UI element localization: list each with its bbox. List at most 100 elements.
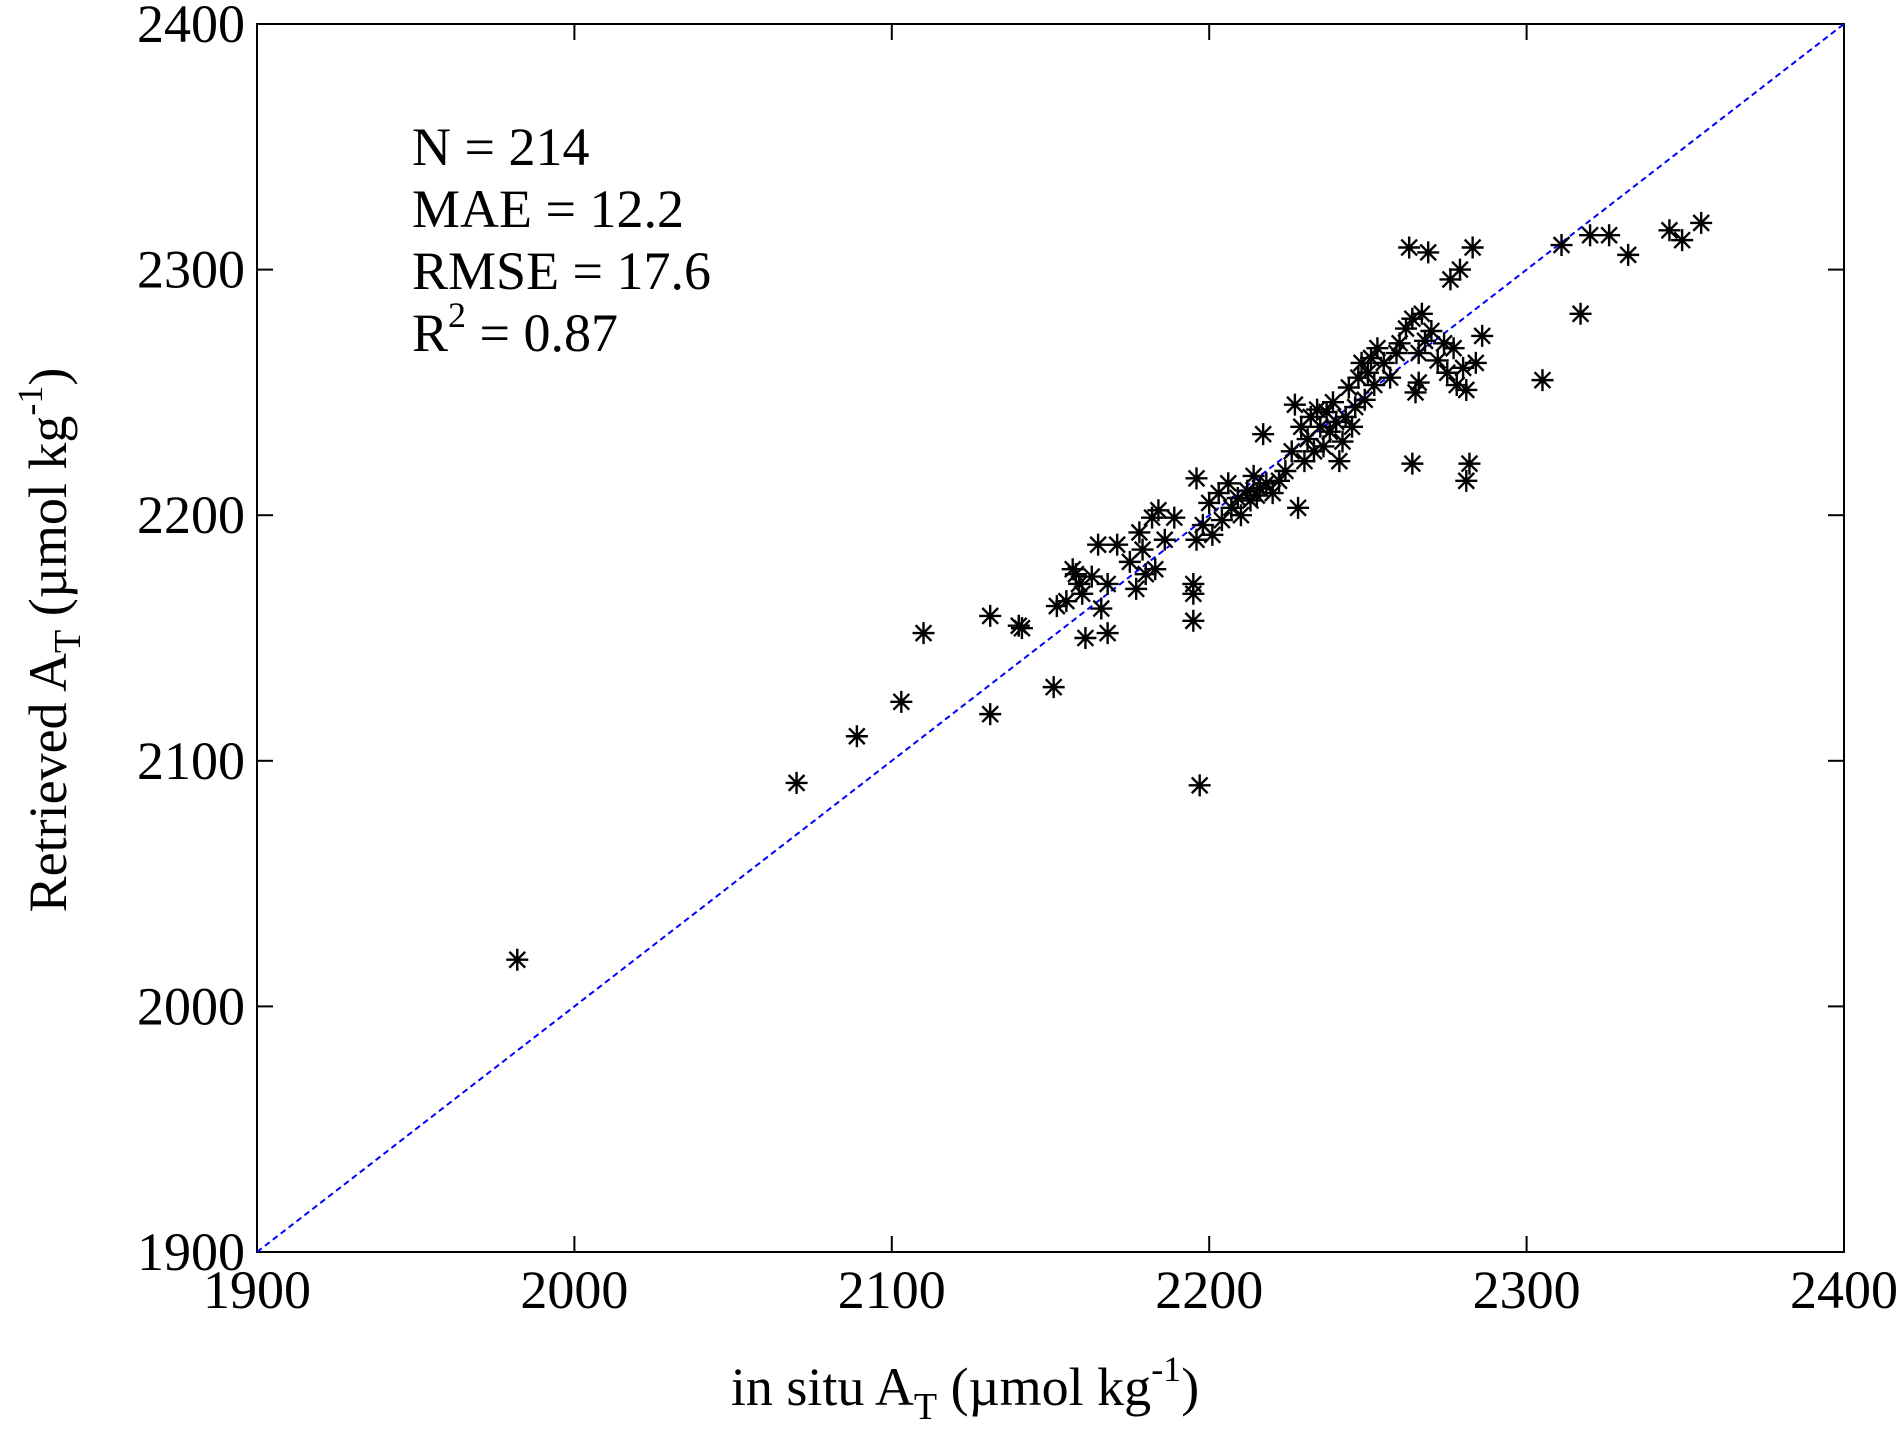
data-point [1255, 472, 1278, 495]
data-point [1356, 361, 1379, 384]
data-point [1118, 550, 1141, 573]
x-axis-label-main: in situ A [731, 1357, 914, 1417]
data-point [1331, 430, 1354, 453]
y-axis-label-unit: (µmol kg [18, 416, 78, 630]
data-point [1379, 366, 1402, 389]
data-point [1420, 320, 1443, 342]
data-point [1398, 236, 1421, 259]
data-point [1080, 565, 1103, 588]
x-tick-label: 2300 [1473, 1260, 1581, 1320]
data-point [1163, 506, 1186, 529]
data-point [1055, 590, 1078, 613]
data-point [1410, 302, 1433, 325]
data-point [1287, 496, 1310, 519]
data-point [1426, 349, 1449, 372]
data-point [1201, 523, 1224, 546]
data-point [1134, 563, 1157, 586]
data-point [1268, 469, 1291, 492]
data-point [1328, 450, 1351, 473]
stat-r2-prefix: R [412, 303, 448, 363]
x-tick-label: 2000 [520, 1260, 628, 1320]
data-point [845, 725, 868, 748]
stat-n: N = 214 [412, 117, 589, 177]
data-point [1394, 317, 1417, 340]
data-point [1455, 469, 1478, 492]
data-point [1283, 393, 1306, 416]
data-point [1226, 487, 1249, 510]
data-point [1252, 423, 1275, 446]
x-tick-label: 2400 [1790, 1260, 1898, 1320]
data-point [1448, 258, 1471, 281]
data-point [1096, 622, 1119, 645]
data-point [912, 622, 935, 645]
stat-r2-suffix: = 0.87 [466, 303, 618, 363]
data-point [1071, 582, 1094, 605]
data-point [1366, 337, 1389, 360]
data-point [1296, 428, 1319, 451]
data-point [1344, 396, 1367, 419]
data-point [1372, 351, 1395, 374]
data-point [1309, 415, 1332, 438]
stat-mae: MAE = 12.2 [412, 179, 684, 239]
data-point [1690, 211, 1713, 234]
data-point [1064, 563, 1087, 586]
data-point [1185, 467, 1208, 490]
x-axis-label-unit: (µmol kg [937, 1357, 1151, 1417]
data-point [979, 703, 1002, 726]
data-point [1401, 307, 1424, 330]
data-point [1188, 774, 1211, 797]
data-point [979, 604, 1002, 627]
data-point [1096, 572, 1119, 595]
data-point [1125, 577, 1148, 600]
data-point [1436, 361, 1459, 384]
x-tick-label: 2200 [1155, 1260, 1263, 1320]
data-point [1191, 514, 1214, 537]
y-tick-label: 2000 [137, 976, 245, 1036]
stat-r2: R2 = 0.87 [412, 295, 618, 363]
y-tick-label: 2200 [137, 485, 245, 545]
y-tick-label: 2300 [137, 240, 245, 300]
data-point [1128, 521, 1151, 544]
data-point [1261, 482, 1284, 505]
data-point [1452, 356, 1475, 379]
y-axis-label: Retrieved AT (µmol kg-1) [10, 368, 89, 913]
data-point [1407, 371, 1430, 394]
data-point [1414, 329, 1437, 352]
data-point [1360, 347, 1383, 370]
data-point [1658, 219, 1681, 242]
data-point [1617, 243, 1640, 266]
data-point [1321, 391, 1344, 414]
data-point [1207, 482, 1230, 505]
data-point [506, 948, 529, 971]
x-axis-label-close: ) [1181, 1357, 1199, 1417]
plot-area: 1900 2000 2100 2200 2300 2400 1900 2000 2100 2200… [137, 0, 1898, 1320]
data-point [1598, 224, 1621, 247]
x-tick-label: 2100 [838, 1260, 946, 1320]
one-to-one-line [256, 23, 1845, 1253]
data-point [1229, 504, 1252, 527]
data-point [1433, 332, 1456, 355]
data-point [1388, 332, 1411, 355]
x-axis-label-sub: T [914, 1386, 937, 1428]
y-tick-label: 1900 [137, 1222, 245, 1282]
data-point [1442, 337, 1465, 360]
data-point [1274, 459, 1297, 482]
x-tick-label: 1900 [203, 1260, 311, 1320]
data-point [1182, 609, 1205, 632]
data-point [1407, 342, 1430, 365]
data-point [1350, 351, 1373, 374]
data-point [1090, 597, 1113, 620]
data-point [1550, 234, 1573, 257]
data-point [1147, 499, 1170, 522]
data-point [1074, 627, 1097, 649]
data-point [1334, 405, 1357, 428]
plot-frame [256, 23, 1845, 1253]
data-point [1325, 410, 1348, 433]
y-axis-label-close: ) [18, 368, 78, 386]
data-point [1318, 420, 1341, 443]
data-point [1280, 440, 1303, 463]
data-point [1010, 617, 1033, 640]
data-point [1153, 528, 1176, 551]
data-point [785, 771, 808, 794]
data-point [1306, 398, 1329, 421]
